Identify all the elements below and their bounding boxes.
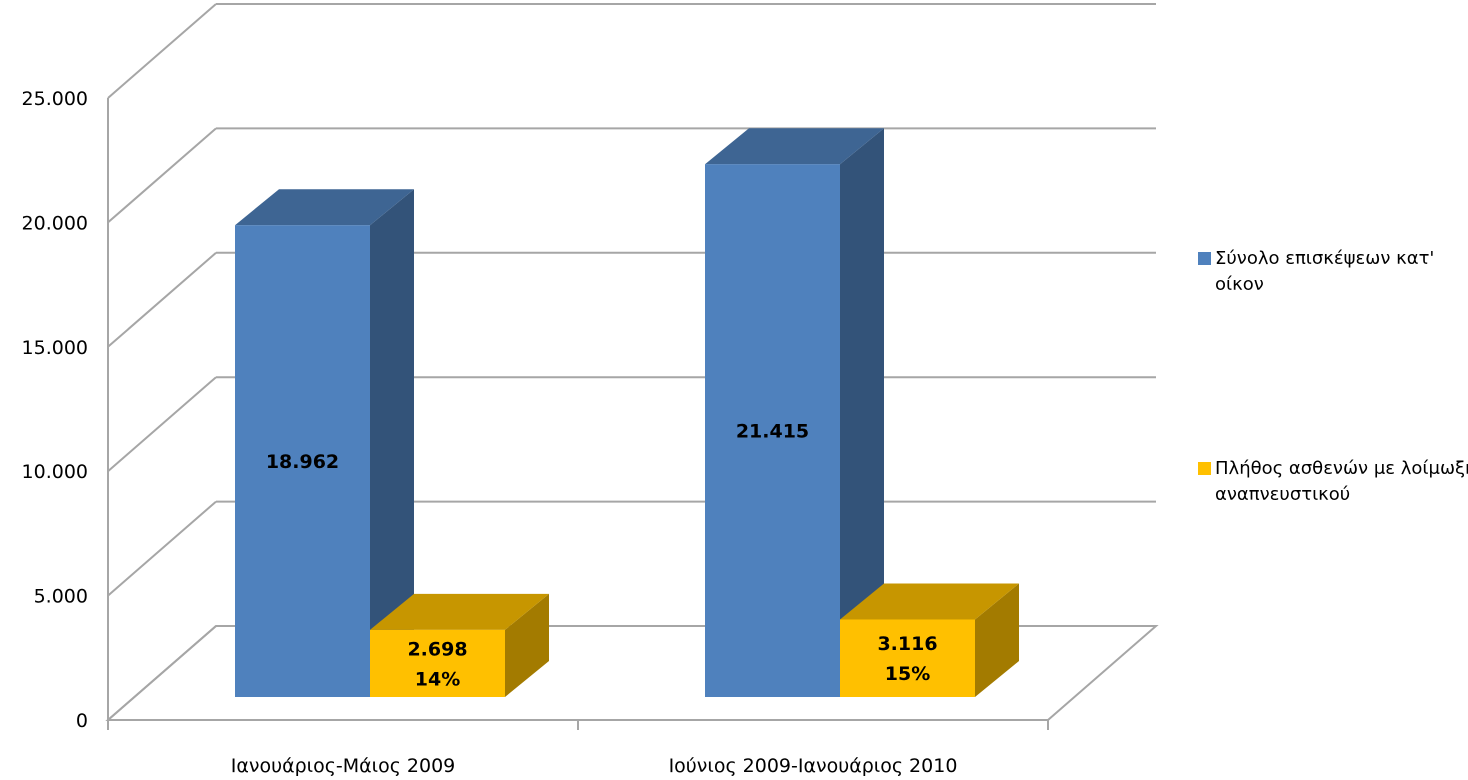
bar-top xyxy=(370,593,549,630)
y-tick-label: 20.000 xyxy=(22,212,88,234)
bar-side xyxy=(505,593,549,697)
y-tick-label: 0 xyxy=(76,710,88,732)
bars xyxy=(235,128,1019,697)
y-tick-label: 5.000 xyxy=(34,586,88,608)
data-label: 18.962 xyxy=(266,451,339,473)
y-tick-label: 25.000 xyxy=(22,88,88,110)
bar xyxy=(235,225,370,697)
data-labels: 18.962 2.698 14% 21.415 3.116 15% xyxy=(266,421,938,691)
data-label: 21.415 xyxy=(736,421,809,443)
legend-item-respiratory-patients: Πλήθος ασθενών με λοίμωξη αναπνευστικού xyxy=(1198,456,1468,508)
data-label: 2.698 xyxy=(407,638,467,660)
x-category-label: Ιούνιος 2009-Ιανουάριος 2010 xyxy=(669,755,958,777)
data-label: 14% xyxy=(415,668,460,690)
legend-swatch-total-visits xyxy=(1198,252,1211,265)
axes: 0 5.000 10.000 15.000 20.000 25.000 Ιανουάριος… xyxy=(22,88,1049,777)
y-tick-label: 15.000 xyxy=(22,337,88,359)
bar xyxy=(840,619,975,697)
bar-side xyxy=(840,128,884,697)
gridline-side-2 xyxy=(107,376,217,472)
bar-top xyxy=(235,189,414,226)
legend-label-total-visits: Σύνολο επισκέψεων κατ' οίκον xyxy=(1215,248,1435,295)
legend-item-total-visits: Σύνολο επισκέψεων κατ' οίκον xyxy=(1198,246,1468,298)
y-tick-label: 10.000 xyxy=(22,461,88,483)
legend-swatch-respiratory-patients xyxy=(1198,462,1211,475)
gridline-side-1 xyxy=(107,500,217,597)
bar xyxy=(705,164,840,697)
gridline-side-0 xyxy=(107,625,217,721)
data-label: 3.116 xyxy=(877,633,937,655)
bar-top xyxy=(840,583,1019,620)
gridline-side-5 xyxy=(107,3,217,99)
data-label: 15% xyxy=(885,663,930,685)
gridline-side-4 xyxy=(107,127,217,224)
x-category-label: Ιανουάριος-Μάιος 2009 xyxy=(231,755,456,777)
legend-label-respiratory-patients: Πλήθος ασθενών με λοίμωξη αναπνευστικού xyxy=(1215,458,1468,505)
bar-side xyxy=(975,583,1019,697)
bar xyxy=(370,629,505,697)
gridline-side-3 xyxy=(107,252,217,348)
bar-top xyxy=(705,128,884,165)
bar-side xyxy=(370,189,414,697)
